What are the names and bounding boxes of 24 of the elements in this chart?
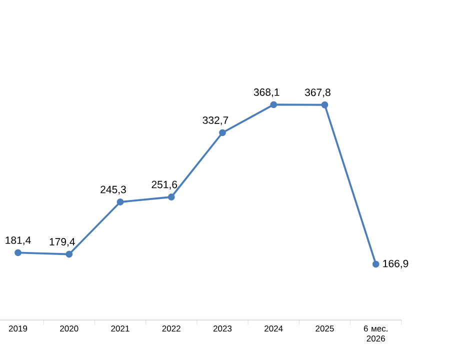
data-label: 368,1 [254, 88, 280, 98]
data-label: 181,4 [6, 236, 31, 246]
x-tick-label: 2024 [264, 326, 283, 332]
point [270, 101, 278, 108]
x-tick-label: 2020 [60, 326, 78, 332]
point [321, 101, 328, 108]
data-label: 332,7 [202, 116, 228, 126]
x-tick-label: 2019 [8, 326, 28, 332]
x-tick-label: 6 мес. 2026 [364, 326, 388, 342]
data-label: 367,8 [305, 88, 330, 98]
x-tick-label: 2023 [213, 326, 232, 332]
point [219, 129, 226, 136]
data-label: 166,9 [383, 260, 408, 268]
point [14, 249, 22, 256]
point [116, 198, 124, 206]
point [66, 250, 73, 258]
data-label: 251,6 [152, 180, 178, 190]
point [372, 260, 380, 268]
x-tick-label: 2022 [162, 326, 180, 332]
data-label: 245,3 [100, 186, 126, 194]
data-label: 179,4 [50, 238, 75, 247]
point [168, 194, 175, 200]
x-tick-label: 2025 [316, 326, 334, 332]
x-tick-label: 2021 [111, 326, 130, 332]
